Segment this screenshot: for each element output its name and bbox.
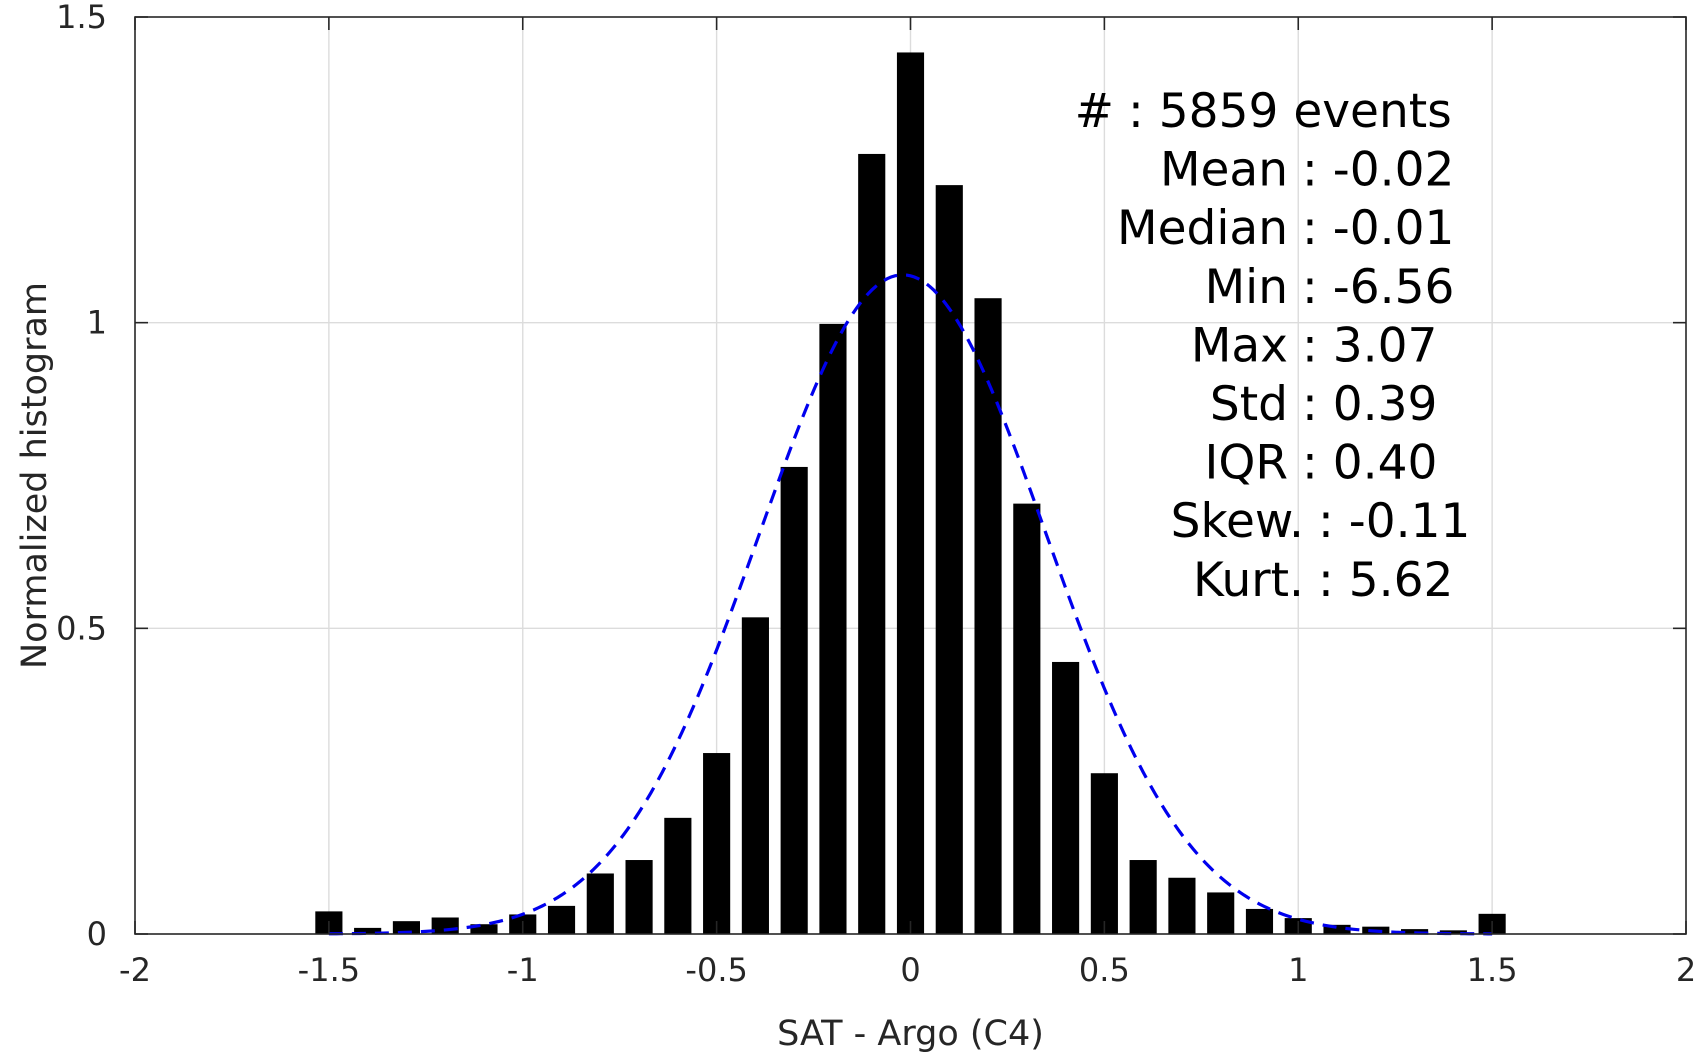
histogram-bar: [1013, 503, 1041, 934]
stat-line: # : 5859 events: [1075, 84, 1452, 139]
histogram-bar: [1052, 661, 1080, 934]
stat-label: Skew.: [1171, 494, 1304, 549]
histogram-bar: [780, 466, 808, 934]
histogram-bar: [1439, 930, 1467, 934]
histogram-bar: [547, 905, 576, 934]
x-tick-label: 0.5: [1079, 951, 1130, 989]
ticks-layer: -2 -1.5 -1 -0.5 0 0.5 1 1.5 2 0 0.5 1 1.5: [56, 0, 1696, 989]
histogram-bar: [896, 52, 925, 934]
histogram-bar: [935, 185, 963, 934]
histogram-bar: [586, 873, 614, 934]
x-tick-label: -1.5: [298, 951, 360, 989]
y-tick-label: 0.5: [56, 609, 107, 647]
curve-layer: [328, 273, 1493, 936]
stat-label: #: [1075, 84, 1114, 139]
histogram-bar: [741, 617, 769, 934]
stat-label: Median: [1117, 201, 1288, 256]
labels-layer: SAT - Argo (C4) Normalized histogram: [15, 282, 1044, 1054]
y-tick-label: 1: [87, 304, 107, 342]
stat-value: : 0.39: [1302, 377, 1437, 432]
y-axis-label: Normalized histogram: [15, 282, 55, 669]
stat-line: Min : -6.56: [1205, 260, 1455, 315]
x-tick-label: -1: [507, 951, 539, 989]
stat-label: Min: [1205, 260, 1288, 315]
stat-value: : 3.07: [1302, 318, 1437, 373]
x-tick-label: -2: [119, 951, 151, 989]
histogram-bar: [664, 817, 692, 934]
histogram-bar: [1168, 877, 1196, 934]
y-tick-label: 1.5: [56, 0, 107, 36]
histogram-bar: [1090, 773, 1118, 934]
stat-label: Kurt.: [1193, 553, 1304, 608]
x-tick-label: 2: [1676, 951, 1696, 989]
histogram-bar: [1323, 924, 1351, 934]
x-tick-label: 0: [900, 951, 920, 989]
y-tick-label: 0: [87, 915, 107, 953]
stat-label: Std: [1210, 377, 1288, 432]
histogram-bar: [819, 323, 847, 934]
histogram-bar: [392, 921, 420, 934]
stat-label: Max: [1191, 318, 1288, 373]
histogram-bar: [858, 153, 886, 934]
stat-line: Max : 3.07: [1191, 318, 1438, 373]
stat-value: : 5859 events: [1128, 84, 1452, 139]
histogram-bar: [470, 924, 498, 934]
stat-value: : 0.40: [1302, 436, 1437, 491]
histogram-bar: [1129, 860, 1157, 934]
stat-value: : -0.01: [1302, 201, 1454, 256]
stat-label: Mean: [1160, 143, 1288, 198]
histogram-bar: [625, 860, 653, 934]
x-tick-label: -0.5: [685, 951, 747, 989]
x-tick-label: 1.5: [1467, 951, 1518, 989]
stat-line: Median : -0.01: [1117, 201, 1454, 256]
x-tick-label: 1: [1288, 951, 1308, 989]
stat-line: Skew. : -0.11: [1171, 494, 1471, 549]
histogram-bar: [703, 753, 731, 934]
stat-value: : -6.56: [1302, 260, 1454, 315]
histogram-bar: [354, 927, 382, 934]
histogram-bar: [974, 298, 1002, 934]
histogram-bar: [1245, 908, 1274, 934]
stat-line: Mean : -0.02: [1160, 143, 1454, 198]
stat-value: : -0.02: [1302, 143, 1454, 198]
stat-line: IQR : 0.40: [1204, 436, 1437, 491]
histogram-bar: [1207, 892, 1235, 934]
stat-line: Std : 0.39: [1210, 377, 1438, 432]
x-axis-label: SAT - Argo (C4): [777, 1014, 1044, 1054]
stat-value: : -0.11: [1318, 494, 1470, 549]
stat-line: Kurt. : 5.62: [1193, 553, 1453, 608]
normal-fit-curve: [328, 273, 1493, 936]
stat-label: IQR: [1204, 436, 1288, 491]
stat-value: : 5.62: [1318, 553, 1453, 608]
